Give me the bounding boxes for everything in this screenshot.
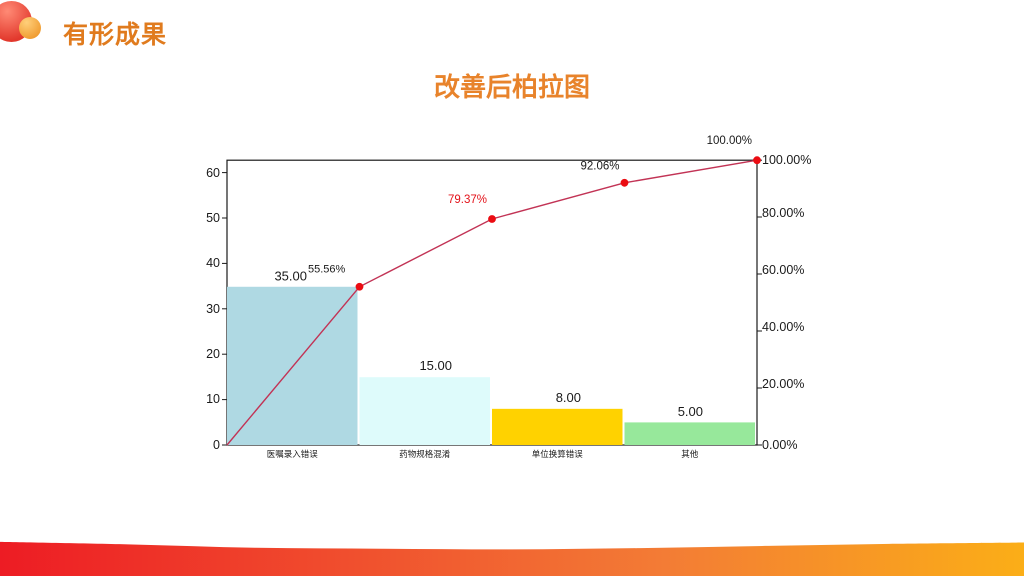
svg-text:10: 10 (206, 392, 220, 406)
svg-text:60.00%: 60.00% (762, 263, 804, 277)
svg-text:60: 60 (206, 166, 220, 180)
svg-text:80.00%: 80.00% (762, 206, 804, 220)
svg-text:79.37%: 79.37% (448, 194, 487, 206)
svg-text:0: 0 (213, 438, 220, 452)
svg-text:单位换算错误: 单位换算错误 (532, 449, 584, 459)
svg-text:30: 30 (206, 302, 220, 316)
svg-text:医嘱录入错误: 医嘱录入错误 (267, 449, 319, 459)
svg-text:5.00: 5.00 (678, 404, 703, 419)
svg-text:药物规格混淆: 药物规格混淆 (399, 449, 451, 459)
svg-text:35.00: 35.00 (274, 269, 307, 284)
svg-text:55.56%: 55.56% (308, 264, 346, 276)
svg-text:50: 50 (206, 211, 220, 225)
svg-text:40.00%: 40.00% (762, 320, 804, 334)
svg-text:其他: 其他 (681, 449, 699, 459)
svg-text:0.00%: 0.00% (762, 438, 797, 452)
svg-text:15.00: 15.00 (419, 358, 452, 373)
svg-text:8.00: 8.00 (556, 390, 581, 405)
svg-text:100.00%: 100.00% (762, 153, 811, 167)
svg-text:20: 20 (206, 347, 220, 361)
svg-text:100.00%: 100.00% (707, 135, 752, 147)
svg-text:40: 40 (206, 256, 220, 270)
svg-text:20.00%: 20.00% (762, 377, 804, 391)
svg-text:92.06%: 92.06% (580, 161, 619, 173)
